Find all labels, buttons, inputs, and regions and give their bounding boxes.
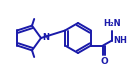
Text: NH: NH bbox=[113, 36, 127, 45]
Text: H₂N: H₂N bbox=[103, 18, 121, 28]
Text: N: N bbox=[42, 33, 49, 43]
Text: O: O bbox=[101, 56, 108, 66]
